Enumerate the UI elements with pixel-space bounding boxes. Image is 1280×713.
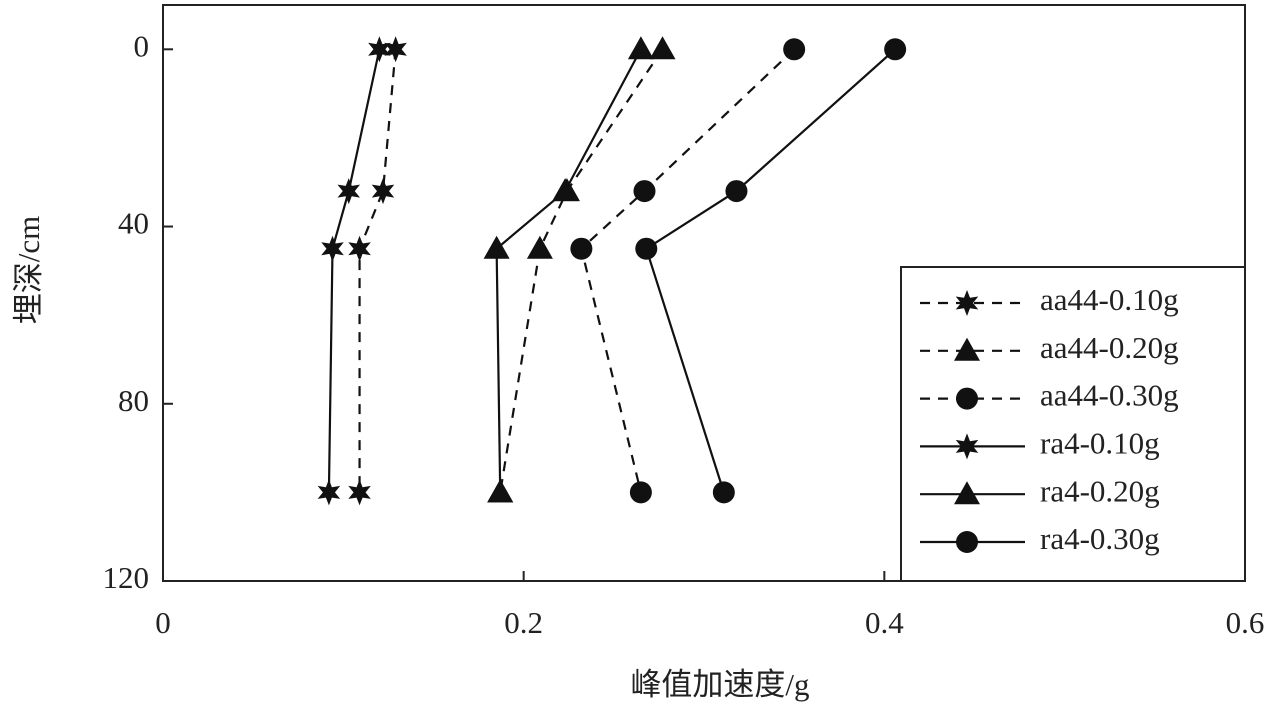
marker: [956, 531, 978, 553]
y-tick-label: 80: [118, 383, 149, 418]
marker: [483, 235, 510, 259]
marker: [526, 235, 553, 259]
series-line: [499, 48, 664, 493]
legend-label: aa44-0.10g: [1040, 282, 1179, 317]
marker: [337, 178, 361, 205]
marker: [954, 481, 980, 505]
marker: [371, 178, 395, 205]
y-tick-label: 40: [118, 206, 149, 241]
marker: [321, 235, 344, 262]
marker: [956, 387, 978, 410]
x-tick-label: 0.6: [1226, 605, 1265, 640]
marker: [955, 433, 979, 460]
marker: [725, 180, 748, 203]
series-line: [358, 49, 397, 493]
marker: [627, 36, 654, 60]
marker: [633, 180, 656, 203]
marker: [649, 36, 676, 60]
legend-frame: [900, 266, 1246, 582]
legend-label: ra4-0.20g: [1040, 473, 1160, 508]
marker: [712, 481, 735, 504]
legend-label: aa44-0.30g: [1040, 378, 1179, 413]
marker: [384, 36, 407, 63]
marker: [629, 481, 652, 504]
marker: [368, 36, 391, 63]
marker: [884, 38, 907, 61]
series-line: [644, 48, 896, 493]
marker: [552, 178, 579, 202]
marker: [348, 235, 371, 262]
series-line: [495, 48, 642, 493]
x-axis-label: 峰值加速度/g: [630, 667, 809, 702]
y-tick-label: 0: [134, 28, 150, 63]
marker: [954, 337, 980, 361]
legend-label: aa44-0.20g: [1040, 330, 1179, 365]
marker: [955, 290, 979, 316]
x-tick-label: 0.4: [865, 605, 904, 640]
y-tick-label: 120: [103, 560, 150, 595]
series-line: [327, 49, 381, 493]
y-axis-label: 埋深/cm: [11, 216, 46, 325]
legend-label: ra4-0.10g: [1040, 426, 1160, 461]
marker: [635, 237, 658, 260]
legend-label: ra4-0.30g: [1040, 521, 1160, 556]
x-tick-label: 0: [155, 605, 171, 640]
marker: [783, 38, 806, 61]
marker: [317, 479, 341, 506]
x-tick-label: 0.2: [504, 605, 543, 640]
marker: [570, 237, 593, 260]
marker: [487, 479, 514, 503]
series-line: [580, 48, 795, 493]
marker: [348, 479, 371, 506]
